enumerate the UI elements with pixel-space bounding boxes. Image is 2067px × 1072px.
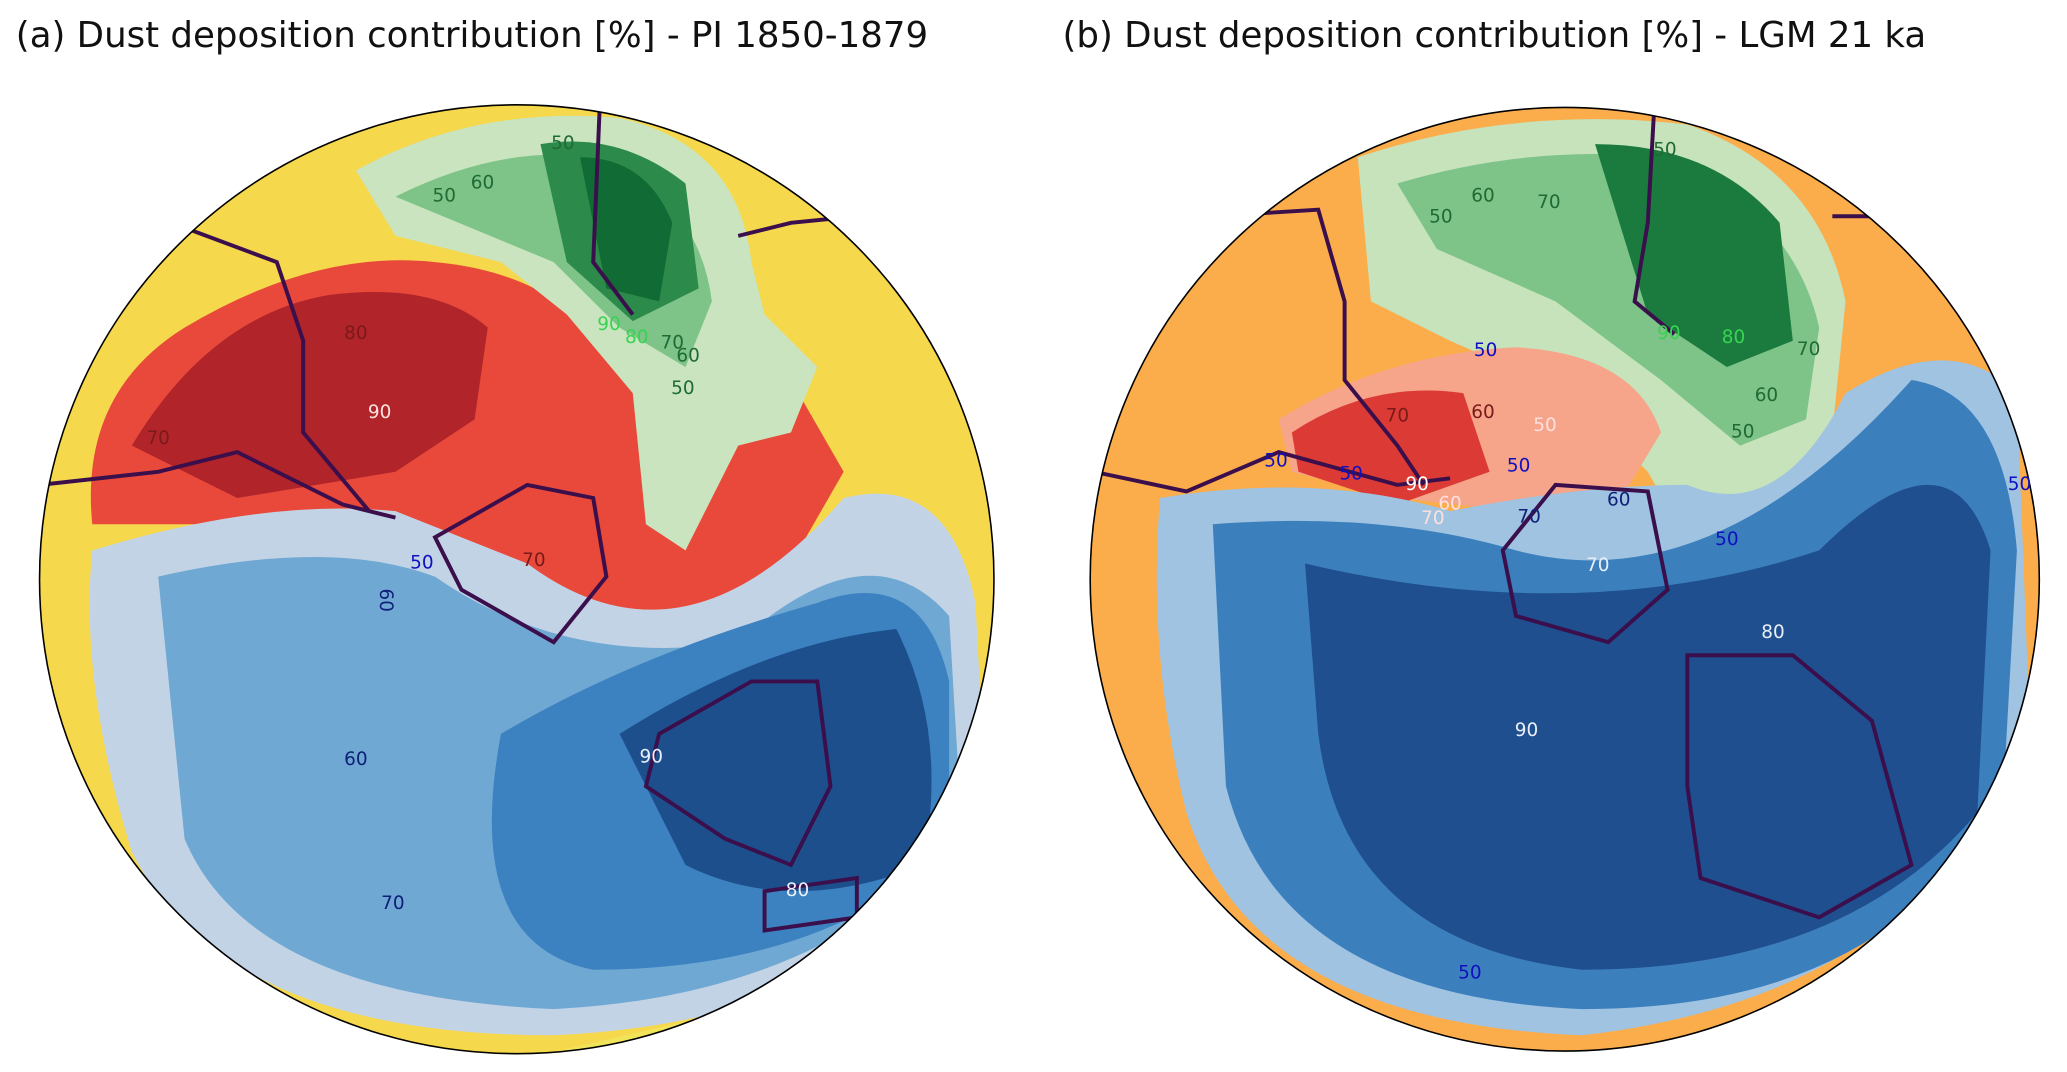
contour-label: 50 [1715, 529, 1738, 550]
contour-label: 70 [1537, 192, 1560, 213]
contour-label: 50 [410, 553, 433, 574]
contour-label: 60 [471, 173, 494, 194]
contour-label: 60 [676, 345, 699, 366]
contour-label: 70 [661, 332, 684, 353]
contour-label: 50 [1731, 422, 1754, 443]
contour-label: 70 [1517, 507, 1540, 528]
contour-label: 50 [1507, 456, 1530, 477]
contour-label: 70 [1797, 339, 1820, 360]
contour-label: 50 [1264, 450, 1287, 471]
contour-label: 70 [1586, 555, 1609, 576]
contour-label: 80 [625, 327, 648, 348]
contour-label: 80 [344, 323, 367, 344]
contour-label: 50 [2008, 474, 2031, 495]
contour-labels: 50 60 50 80 90 70 90 80 70 60 50 70 50 6… [146, 133, 2031, 983]
contour-label: 90 [1405, 474, 1428, 495]
contour-label: 50 [671, 378, 694, 399]
panel-title: (a) Dust deposition contribution [%] - P… [16, 15, 928, 56]
contour-label: 50 [1458, 963, 1481, 984]
contour-label: 90 [368, 402, 391, 423]
contour-label: 70 [1386, 406, 1409, 427]
contour-label: 90 [1515, 720, 1538, 741]
contour-label: 60 [1438, 494, 1461, 515]
contour-label: 60 [1471, 186, 1494, 207]
contour-label: 50 [1474, 340, 1497, 361]
contour-label: 80 [1761, 622, 1784, 643]
contour-label: 50 [1429, 207, 1452, 228]
contour-label: 80 [786, 880, 809, 901]
contour-label: 60 [344, 749, 367, 770]
map-border [1089, 106, 2041, 1052]
contour-label: 90 [1657, 323, 1680, 344]
contour-label: 60 [1755, 385, 1778, 406]
contour-label: 50 [1339, 463, 1362, 484]
contour-label: 70 [522, 550, 545, 571]
contour-label: 90 [639, 747, 662, 768]
contour-label: 50 [1653, 140, 1676, 161]
contour-label: 50 [433, 186, 456, 207]
contour-label: 50 [551, 133, 574, 154]
map-b [1090, 107, 2040, 1052]
contour-label: 70 [146, 428, 169, 449]
contour-label: 80 [1722, 327, 1745, 348]
contour-label: 60 [375, 589, 396, 612]
contour-label: 90 [597, 314, 620, 335]
panel-title: (b) Dust deposition contribution [%] - L… [1063, 15, 1927, 56]
contour-label: 60 [1471, 402, 1494, 423]
contour-label: 70 [1421, 508, 1444, 529]
contour-label: 70 [381, 893, 404, 914]
contour-label: 50 [1533, 415, 1556, 436]
map-a [39, 104, 994, 1054]
contour-label: 60 [1607, 490, 1630, 511]
map-border [38, 104, 995, 1055]
